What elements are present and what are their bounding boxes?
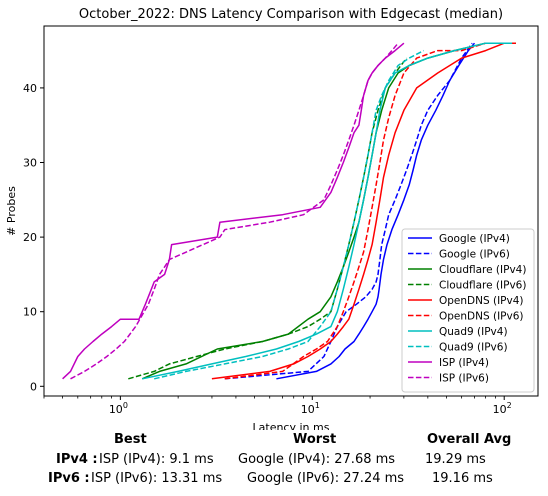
- legend-box: [401, 228, 535, 393]
- legend-label-9: ISP (IPv6): [439, 373, 489, 385]
- series-line-6: [142, 42, 513, 380]
- series-line-4: [211, 42, 516, 380]
- latency-chart: October_2022: DNS Latency Comparison wit…: [5, 7, 539, 430]
- summary-row-ipv6-label: IPv6 :: [48, 471, 90, 486]
- legend-label-6: Quad9 (IPv4): [439, 326, 508, 338]
- summary-row-ipv4-best: ISP (IPv4): 9.1 ms: [99, 452, 214, 467]
- summary-row-ipv6-best: ISP (IPv6): 13.31 ms: [91, 471, 223, 486]
- summary-row-ipv6-avg: 19.16 ms: [432, 471, 493, 486]
- series-line-1: [224, 42, 473, 380]
- summary-header-best: Best: [114, 432, 147, 447]
- y-tick-label-1: 10: [23, 306, 37, 319]
- x-tick-label-2: 102: [493, 401, 512, 416]
- series-line-0: [276, 42, 476, 380]
- legend-label-3: Cloudflare (IPv6): [439, 280, 526, 292]
- series-line-3: [128, 57, 408, 380]
- legend-label-1: Google (IPv6): [439, 249, 510, 261]
- y-tick-label-3: 30: [23, 157, 37, 170]
- series-line-9: [70, 42, 399, 380]
- y-tick-label-2: 20: [23, 231, 37, 244]
- summary-header-worst: Worst: [293, 432, 337, 447]
- y-tick-label-0: 0: [30, 380, 37, 393]
- legend-label-7: Quad9 (IPv6): [439, 342, 508, 354]
- y-tick-label-4: 40: [23, 82, 37, 95]
- series-lines: [62, 42, 516, 380]
- legend-label-5: OpenDNS (IPv6): [439, 311, 524, 323]
- chart-title: October_2022: DNS Latency Comparison wit…: [79, 7, 503, 22]
- summary-row-ipv4-label: IPv4 :: [56, 452, 98, 467]
- series-line-8: [62, 42, 405, 380]
- summary-row-ipv6-worst: Google (IPv6): 27.24 ms: [247, 471, 405, 486]
- legend-label-2: Cloudflare (IPv4): [439, 264, 526, 276]
- summary-header-avg: Overall Avg: [427, 432, 512, 447]
- summary-row-ipv4-worst: Google (IPv4): 27.68 ms: [238, 452, 396, 467]
- axes: 0 10 20 30 40 100 101 102: [23, 82, 512, 416]
- x-tick-label-0: 100: [109, 401, 128, 416]
- plot-frame: [43, 25, 539, 397]
- legend-label-8: ISP (IPv4): [439, 357, 489, 369]
- legend-label-4: OpenDNS (IPv4): [439, 295, 524, 307]
- series-line-7: [154, 49, 424, 380]
- y-axis-label: # Probes: [5, 186, 18, 236]
- legend-label-0: Google (IPv4): [439, 233, 510, 245]
- x-tick-label-1: 101: [301, 401, 320, 416]
- legend: Google (IPv4) Google (IPv6) Cloudflare (IP…: [401, 228, 535, 393]
- x-axis-label: Latency in ms: [253, 421, 330, 430]
- summary-row-ipv4-avg: 19.29 ms: [425, 452, 486, 467]
